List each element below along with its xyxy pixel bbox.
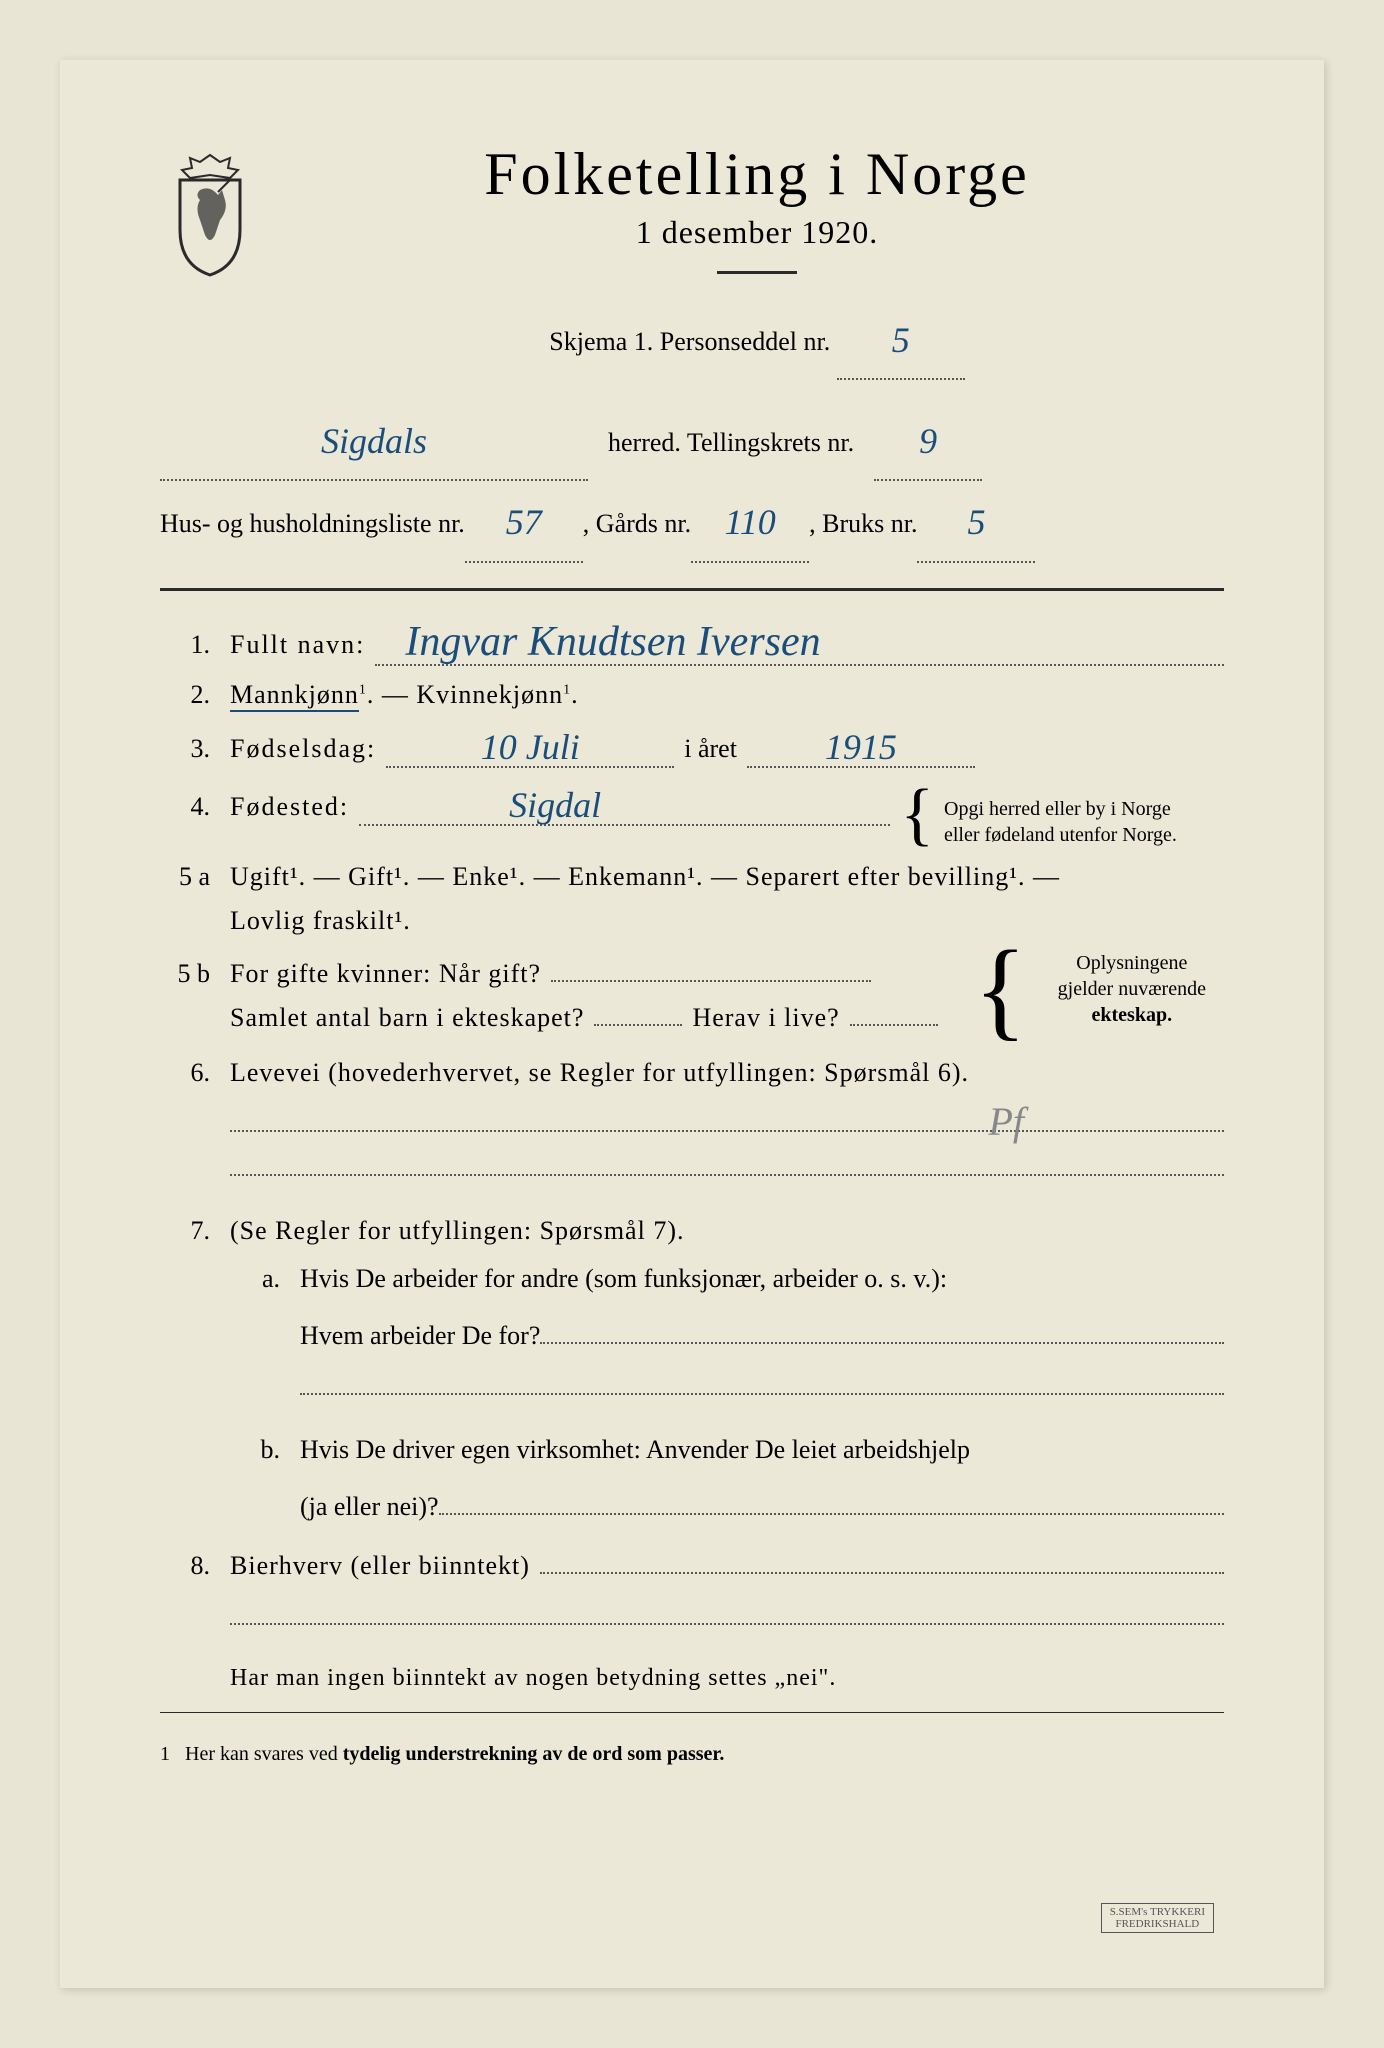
herred-line: Sigdals herred. Tellingskrets nr. 9 — [160, 400, 1224, 481]
q6-blank1: Pf — [230, 1128, 1224, 1132]
q2-num: 2. — [160, 680, 220, 710]
q7-row: 7. (Se Regler for utfyllingen: Spørsmål … — [160, 1216, 1224, 1246]
q3-num: 3. — [160, 734, 220, 764]
q7a-text1: Hvis De arbeider for andre (som funksjon… — [300, 1264, 947, 1294]
date-subtitle: 1 desember 1920. — [290, 214, 1224, 251]
footnote-text: Her kan svares ved tydelig understreknin… — [185, 1743, 724, 1765]
q5b-note-block: { Oplysningene gjelder nuværende ekteska… — [974, 950, 1224, 1028]
q1-row: 1. Fullt navn: Ingvar Knudtsen Iversen — [160, 616, 1224, 666]
header: Folketelling i Norge 1 desember 1920. Sk… — [160, 140, 1224, 390]
printer-stamp: S.SEM's TRYKKERI FREDRIKSHALD — [1101, 1903, 1214, 1933]
q4-note: Opgi herred eller by i Norge eller fødel… — [944, 796, 1224, 848]
q8-num: 8. — [160, 1551, 220, 1581]
q8-label: Bierhverv (eller biinntekt) — [230, 1551, 530, 1581]
q1-value: Ingvar Knudtsen Iversen — [375, 619, 820, 665]
q5b-num: 5 b — [160, 959, 220, 989]
q5b-l2a: Samlet antal barn i ekteskapet? — [230, 1003, 584, 1033]
q5a-row2: Lovlig fraskilt¹. — [160, 906, 1224, 936]
q7a-text2: Hvem arbeider De for? — [300, 1321, 540, 1351]
bruks-label: , Bruks nr. — [809, 495, 917, 552]
q7a-blank — [300, 1391, 1224, 1395]
gards-label: , Gårds nr. — [583, 495, 691, 552]
q5a-num: 5 a — [160, 862, 220, 892]
q5a-text: Ugift¹. — Gift¹. — Enke¹. — Enkemann¹. —… — [230, 862, 1060, 892]
q5b-l2b: Herav i live? — [692, 1003, 839, 1033]
q5b-l1a: For gifte kvinner: Når gift? — [230, 959, 541, 989]
census-form-page: Folketelling i Norge 1 desember 1920. Sk… — [60, 60, 1324, 1988]
footnote-marker: 1 — [160, 1743, 170, 1766]
norwegian-crest-icon — [160, 150, 260, 280]
q4-num: 4. — [160, 792, 220, 822]
q6-blank2 — [230, 1172, 1224, 1176]
q1-num: 1. — [160, 630, 220, 660]
q6-text: Levevei (hovederhvervet, se Regler for u… — [230, 1058, 969, 1088]
q3-day: 10 Juli — [481, 727, 580, 767]
footnote: 1 Her kan svares ved tydelig understrekn… — [160, 1743, 1224, 1766]
main-title: Folketelling i Norge — [290, 140, 1224, 209]
q8-note-row: Har man ingen biinntekt av nogen betydni… — [160, 1665, 1224, 1692]
q8-note: Har man ingen biinntekt av nogen betydni… — [230, 1665, 836, 1692]
herred-label: herred. Tellingskrets nr. — [588, 414, 874, 471]
q7b-text1: Hvis De driver egen virksomhet: Anvender… — [300, 1435, 970, 1465]
q5a-row: 5 a Ugift¹. — Gift¹. — Enke¹. — Enkemann… — [160, 862, 1224, 892]
q7-num: 7. — [160, 1216, 220, 1246]
gards-nr: 110 — [724, 502, 775, 542]
q4-label: Fødested: — [230, 792, 349, 822]
q5b-row1: 5 b For gifte kvinner: Når gift? { Oplys… — [160, 950, 1224, 989]
bruks-nr: 5 — [967, 502, 985, 542]
skjema-line: Skjema 1. Personseddel nr. 5 — [290, 299, 1224, 380]
section-divider-top — [160, 588, 1224, 591]
q8-blank — [230, 1621, 1224, 1625]
q8-row: 8. Bierhverv (eller biinntekt) — [160, 1542, 1224, 1581]
q2-male: Mannkjønn — [230, 680, 359, 712]
q7b-row1: b. Hvis De driver egen virksomhet: Anven… — [160, 1435, 1224, 1465]
brace-icon: { — [900, 794, 934, 836]
q4-row: 4. Fødested: Sigdal { Opgi herred eller … — [160, 782, 1224, 848]
q2-female: Kvinnekjønn — [416, 680, 563, 709]
q4-value: Sigdal — [359, 785, 601, 825]
q3-year: 1915 — [825, 727, 897, 767]
husholdningsliste-nr: 57 — [506, 502, 542, 542]
q7b-row2: (ja eller nei)? — [160, 1483, 1224, 1522]
q7b-text2: (ja eller nei)? — [300, 1492, 439, 1522]
list-prefix: Hus- og husholdningsliste nr. — [160, 495, 465, 552]
list-line: Hus- og husholdningsliste nr. 57 , Gårds… — [160, 481, 1224, 562]
q6-row: 6. Levevei (hovederhvervet, se Regler fo… — [160, 1058, 1224, 1088]
q7a-row1: a. Hvis De arbeider for andre (som funks… — [160, 1264, 1224, 1294]
q7-text: (Se Regler for utfyllingen: Spørsmål 7). — [230, 1216, 684, 1246]
q2-row: 2. Mannkjønn1. — Kvinnekjønn1. — [160, 680, 1224, 710]
q5a-text2: Lovlig fraskilt¹. — [230, 906, 411, 936]
q7a-row2: Hvem arbeider De for? — [160, 1312, 1224, 1351]
footnote-rule — [160, 1712, 1224, 1713]
title-block: Folketelling i Norge 1 desember 1920. Sk… — [290, 140, 1224, 390]
q3-row: 3. Fødselsdag: 10 Juli i året 1915 — [160, 724, 1224, 768]
brace-icon-large: { — [974, 956, 1027, 1022]
tellingskrets-nr: 9 — [919, 421, 937, 461]
herred-value: Sigdals — [321, 421, 427, 461]
q6-pencil: Pf — [988, 1098, 1024, 1145]
q3-mid: i året — [684, 734, 737, 764]
q1-label: Fullt navn: — [230, 630, 365, 660]
q6-num: 6. — [160, 1058, 220, 1088]
q3-label: Fødselsdag: — [230, 734, 376, 764]
title-divider — [717, 271, 797, 274]
personseddel-nr: 5 — [892, 320, 910, 360]
skjema-label: Skjema 1. Personseddel nr. — [549, 327, 830, 356]
